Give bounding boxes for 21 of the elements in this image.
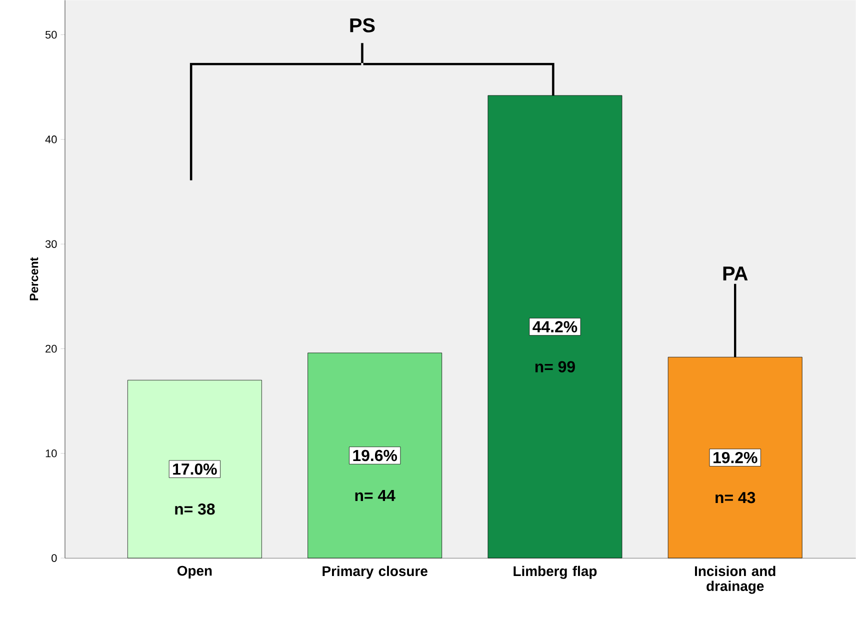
annotation: n= 38 <box>175 503 215 515</box>
data-label: 17.0% <box>173 463 217 475</box>
data-label: 44.2% <box>532 321 578 332</box>
x-tick-label: Incision and drainage <box>694 566 776 594</box>
x-tick-label: Open <box>177 566 212 578</box>
y-tick-label: 20 <box>46 344 57 353</box>
annotation: n= 44 <box>355 490 396 501</box>
y-axis-title: Percent <box>30 257 38 300</box>
y-tick-label: 40 <box>45 136 57 144</box>
y-tick-label: 30 <box>45 240 57 248</box>
y-tick-label: 0 <box>52 554 57 562</box>
y-tick-label: 10 <box>46 450 57 458</box>
data-label: 19.6% <box>353 450 397 462</box>
x-tick-label: Primary closure <box>322 566 428 579</box>
annotation: n= 99 <box>535 361 575 372</box>
x-tick-label: Limberg flap <box>514 566 597 579</box>
annotation: PS <box>350 18 375 32</box>
annotation: n= 43 <box>716 492 756 504</box>
y-tick-label: 50 <box>45 30 57 39</box>
data-label: 19.2% <box>714 452 758 464</box>
annotation: PA <box>723 266 748 280</box>
